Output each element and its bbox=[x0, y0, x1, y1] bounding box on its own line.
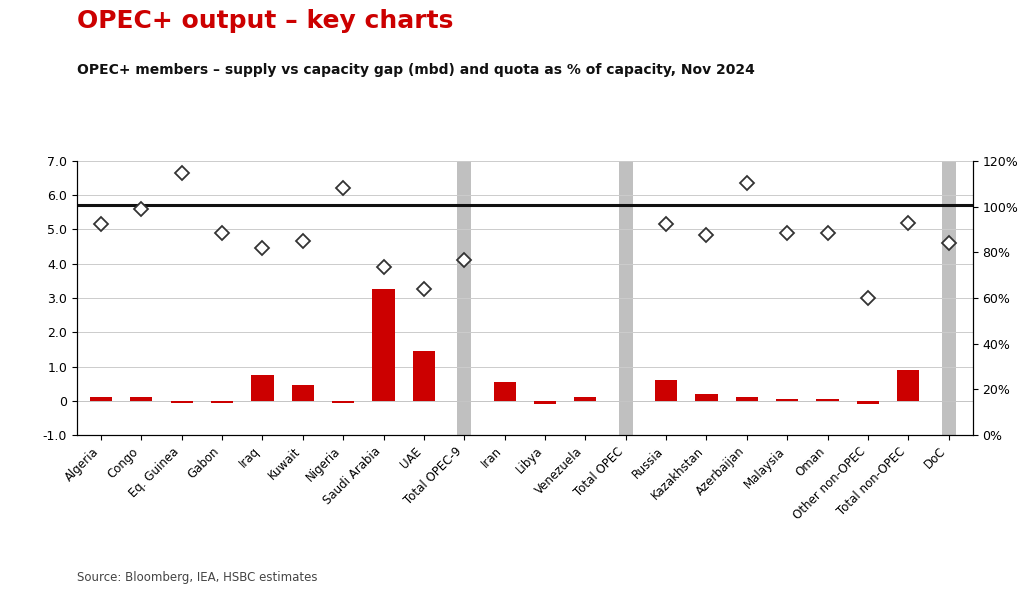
Bar bbox=[816, 399, 839, 401]
Bar bbox=[373, 290, 394, 401]
Bar bbox=[941, 161, 955, 435]
Bar bbox=[655, 380, 677, 401]
Bar bbox=[574, 398, 596, 401]
Bar bbox=[90, 398, 112, 401]
Bar bbox=[171, 401, 193, 402]
Bar bbox=[494, 382, 516, 401]
Bar bbox=[534, 401, 556, 404]
Bar bbox=[292, 386, 314, 401]
Bar bbox=[332, 401, 354, 402]
Bar bbox=[413, 351, 435, 401]
Bar bbox=[776, 399, 799, 401]
Text: Source: Bloomberg, IEA, HSBC estimates: Source: Bloomberg, IEA, HSBC estimates bbox=[77, 571, 317, 584]
Bar bbox=[735, 398, 758, 401]
Text: OPEC+ members – supply vs capacity gap (mbd) and quota as % of capacity, Nov 202: OPEC+ members – supply vs capacity gap (… bbox=[77, 63, 755, 76]
Bar bbox=[130, 398, 153, 401]
Bar bbox=[618, 161, 633, 435]
Bar bbox=[897, 370, 920, 401]
Text: OPEC+ output – key charts: OPEC+ output – key charts bbox=[77, 9, 454, 33]
Bar bbox=[251, 375, 273, 401]
Bar bbox=[695, 394, 718, 401]
Bar bbox=[457, 161, 471, 435]
Bar bbox=[211, 401, 233, 402]
Bar bbox=[857, 401, 879, 404]
